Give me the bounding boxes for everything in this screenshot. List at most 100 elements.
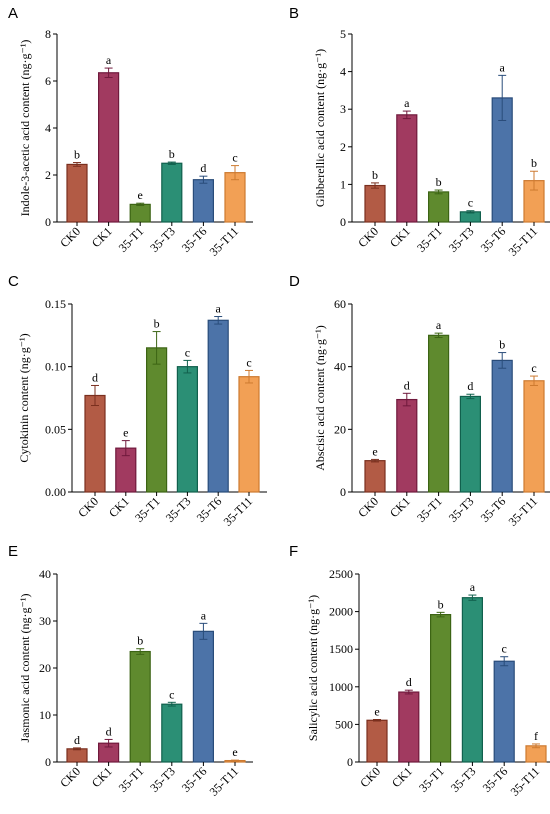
y-axis-label: Gibberellic acid content (ng·g⁻¹) bbox=[313, 49, 327, 207]
significance-letter: c bbox=[531, 361, 536, 375]
bar bbox=[66, 163, 88, 223]
significance-letter: b bbox=[137, 634, 143, 648]
panel-letter: B bbox=[289, 5, 299, 22]
significance-letter: b bbox=[154, 317, 160, 331]
bar bbox=[491, 359, 513, 493]
bar bbox=[398, 691, 420, 763]
significance-letter: a bbox=[201, 608, 207, 622]
bar bbox=[207, 319, 229, 493]
x-tick-label: 35-T1 bbox=[116, 764, 147, 795]
x-tick-label: 35-T3 bbox=[147, 764, 178, 795]
x-tick-label: CK0 bbox=[57, 764, 83, 790]
significance-letter: c bbox=[232, 151, 237, 165]
significance-letter: c bbox=[246, 355, 251, 369]
significance-letter: d bbox=[74, 733, 80, 747]
x-tick-label: 35-T11 bbox=[506, 224, 541, 259]
panel-letter: D bbox=[289, 273, 300, 290]
y-tick-label: 1 bbox=[340, 177, 346, 191]
significance-letter: b bbox=[436, 175, 442, 189]
x-tick-label: 35-T1 bbox=[414, 224, 445, 255]
significance-letter: a bbox=[216, 302, 222, 316]
y-tick-label: 0 bbox=[347, 755, 353, 769]
significance-letter: d bbox=[404, 378, 410, 392]
panel-letter: A bbox=[8, 5, 18, 22]
bar bbox=[523, 380, 545, 493]
significance-letter: c bbox=[185, 345, 190, 359]
significance-letter: e bbox=[374, 705, 379, 719]
y-tick-label: 2500 bbox=[329, 567, 353, 581]
panel-letter: E bbox=[8, 543, 18, 560]
panel-C: C 0.00 0.05 0.10 0.15 Cytokinin content (ng·g… bbox=[8, 273, 267, 529]
significance-letter: a bbox=[436, 318, 442, 332]
y-tick-label: 0.15 bbox=[45, 297, 66, 311]
bar bbox=[366, 719, 388, 763]
x-tick-label: CK0 bbox=[357, 764, 383, 790]
x-tick-label: CK1 bbox=[106, 494, 132, 520]
x-tick-label: 35-T6 bbox=[194, 494, 225, 525]
x-tick-label: 35-T6 bbox=[480, 764, 511, 795]
panel-letter: C bbox=[8, 273, 19, 290]
bar bbox=[459, 395, 481, 493]
y-tick-label: 20 bbox=[334, 422, 346, 436]
panel-A: A 0 2 4 6 8 Indole-3-acetic acid content (ng·g… bbox=[8, 5, 253, 259]
y-tick-label: 500 bbox=[335, 717, 353, 731]
x-tick-label: 35-T11 bbox=[508, 764, 543, 799]
y-axis-label: Salicylic acid content (ng·g⁻¹) bbox=[306, 595, 320, 741]
x-tick-label: 35-T1 bbox=[116, 224, 147, 255]
y-tick-label: 4 bbox=[45, 121, 51, 135]
bar bbox=[428, 191, 450, 223]
significance-letter: c bbox=[169, 687, 174, 701]
significance-letter: e bbox=[123, 426, 128, 440]
x-tick-label: 35-T3 bbox=[448, 764, 479, 795]
y-tick-label: 2 bbox=[340, 140, 346, 154]
y-tick-label: 5 bbox=[340, 27, 346, 41]
x-tick-label: 35-T6 bbox=[478, 494, 509, 525]
panel-F: F 0 500 1000 1500 2000 2500 Salicylic acid cont… bbox=[289, 543, 550, 799]
significance-letter: d bbox=[92, 370, 98, 384]
y-tick-label: 40 bbox=[334, 360, 346, 374]
x-tick-label: 35-T11 bbox=[221, 494, 256, 529]
x-tick-label: CK0 bbox=[57, 224, 83, 250]
y-tick-label: 0 bbox=[340, 485, 346, 499]
x-tick-label: 35-T3 bbox=[446, 494, 477, 525]
bar bbox=[161, 162, 183, 223]
bar bbox=[161, 703, 183, 763]
bar bbox=[176, 366, 198, 493]
y-tick-label: 40 bbox=[39, 567, 51, 581]
x-tick-label: 35-T6 bbox=[179, 764, 210, 795]
x-tick-label: CK1 bbox=[387, 224, 413, 250]
panel-D: D 0 20 40 60 Abscisic acid content (ng·g⁻¹) e C… bbox=[289, 273, 550, 529]
y-axis-label: Indole-3-acetic acid content (ng·g⁻¹) bbox=[18, 40, 32, 217]
panel-E: E 0 10 20 30 40 Jasmonic acid content (ng·g⁻¹)… bbox=[8, 543, 253, 799]
y-tick-label: 1000 bbox=[329, 680, 353, 694]
x-tick-label: 35-T11 bbox=[207, 764, 242, 799]
significance-letter: e bbox=[138, 188, 143, 202]
bar bbox=[396, 114, 418, 223]
bar bbox=[525, 745, 547, 763]
y-axis-label: Abscisic acid content (ng·g⁻¹) bbox=[313, 325, 327, 471]
significance-letter: c bbox=[502, 642, 507, 656]
y-tick-label: 30 bbox=[39, 614, 51, 628]
x-tick-label: 35-T3 bbox=[163, 494, 194, 525]
x-tick-label: CK1 bbox=[89, 764, 115, 790]
bar bbox=[461, 597, 483, 763]
y-tick-label: 10 bbox=[39, 708, 51, 722]
significance-letter: b bbox=[169, 147, 175, 161]
bar bbox=[430, 614, 452, 763]
significance-letter: a bbox=[470, 580, 476, 594]
bar bbox=[129, 203, 151, 223]
significance-letter: d bbox=[200, 161, 206, 175]
significance-letter: b bbox=[438, 597, 444, 611]
bar bbox=[66, 748, 88, 763]
significance-letter: e bbox=[232, 745, 237, 759]
y-tick-label: 0.10 bbox=[45, 360, 66, 374]
x-tick-label: CK1 bbox=[387, 494, 413, 520]
bar bbox=[129, 650, 151, 763]
y-tick-label: 6 bbox=[45, 74, 51, 88]
bar bbox=[493, 660, 515, 763]
y-tick-label: 1500 bbox=[329, 642, 353, 656]
y-axis-label: Jasmonic acid content (ng·g⁻¹) bbox=[18, 594, 32, 743]
x-tick-label: CK0 bbox=[355, 494, 381, 520]
panel-letter: F bbox=[289, 543, 298, 560]
